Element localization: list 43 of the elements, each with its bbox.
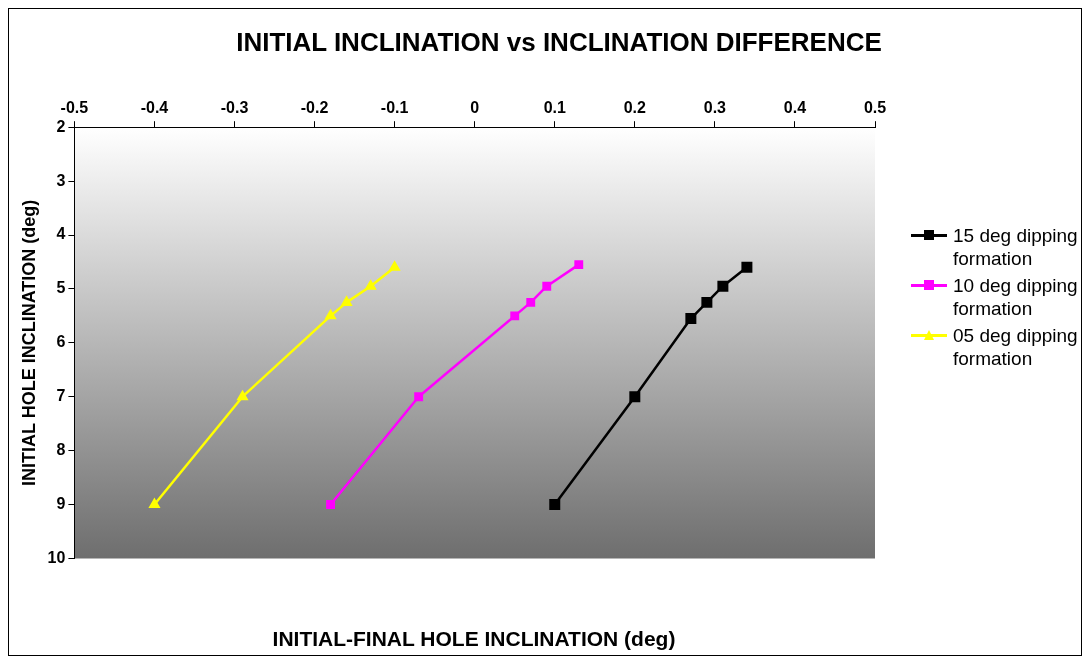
y-tick-label: 6 <box>56 333 66 351</box>
x-tick-label: -0.3 <box>220 99 249 117</box>
point <box>414 392 424 402</box>
y-tick-label: 10 <box>47 548 66 566</box>
x-tick-label: 0.5 <box>863 99 887 117</box>
x-tick-label: -0.5 <box>60 99 89 117</box>
point <box>741 261 753 273</box>
point <box>365 280 376 290</box>
y-tick-label: 3 <box>56 171 66 189</box>
chart-title: INITIAL INCLINATION vs INCLINATION DIFFERENCE <box>235 27 883 58</box>
y-tick-label: 8 <box>56 441 66 459</box>
x-tick-label: -0.2 <box>300 99 329 117</box>
legend-label: 05 deg dipping formation <box>953 324 1079 370</box>
point <box>685 313 697 325</box>
x-tick-label: 0.1 <box>543 99 566 117</box>
point <box>510 311 520 321</box>
y-tick-label: 9 <box>56 494 66 512</box>
y-axis-title: INITIAL HOLE INCLINATION (deg) <box>18 199 39 486</box>
point <box>341 296 352 306</box>
x-tick-label: -0.1 <box>380 99 409 117</box>
x-axis-title: INITIAL-FINAL HOLE INCLINATION (deg) <box>271 627 677 651</box>
x-tick-label: -0.4 <box>140 99 169 117</box>
point <box>389 261 400 271</box>
point <box>542 281 552 291</box>
point <box>629 391 641 403</box>
x-tick-label: 0 <box>470 99 480 117</box>
point <box>526 297 536 307</box>
legend-label: 15 deg dipping formation <box>953 224 1079 270</box>
y-tick-label: 4 <box>56 225 66 243</box>
point <box>701 296 713 308</box>
y-tick-label: 5 <box>56 279 66 297</box>
point <box>574 260 584 270</box>
y-tick-label: 7 <box>56 387 66 405</box>
x-tick-label: 0.4 <box>783 99 807 117</box>
x-tick-label: 0.3 <box>703 99 727 117</box>
point <box>326 500 336 509</box>
point <box>149 498 160 508</box>
point <box>237 390 248 401</box>
point <box>717 280 729 292</box>
point <box>549 499 561 510</box>
y-tick-label: 2 <box>56 117 66 135</box>
x-tick-label: 0.2 <box>623 99 647 117</box>
legend-label: 10 deg dipping formation <box>953 274 1079 320</box>
